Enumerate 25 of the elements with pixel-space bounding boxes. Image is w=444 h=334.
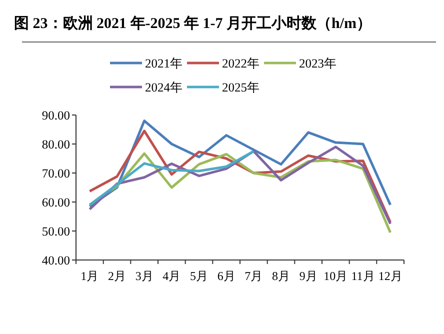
- x-tick-label: 1月: [80, 269, 99, 283]
- y-tick-label: 70.00: [42, 166, 70, 180]
- x-tick-label: 5月: [190, 269, 208, 283]
- y-tick-label: 80.00: [42, 137, 70, 152]
- legend-label: 2024年: [145, 80, 183, 94]
- x-tick-label: 4月: [162, 269, 181, 283]
- x-tick-label: 7月: [244, 269, 263, 283]
- line-series: [88, 150, 255, 206]
- y-tick-label: 50.00: [42, 224, 70, 238]
- y-tick-label: 60.00: [42, 195, 70, 210]
- x-tick-label: 8月: [272, 269, 290, 283]
- legend-label: 2021年: [145, 56, 183, 70]
- legend-label: 2023年: [299, 56, 337, 70]
- legend-label: 2022年: [222, 56, 260, 70]
- x-tick-label: 11月: [351, 269, 375, 283]
- x-tick-label: 9月: [299, 269, 318, 283]
- legend-label: 2025年: [222, 80, 260, 94]
- y-tick-label: 40.00: [42, 253, 70, 268]
- x-tick-label: 3月: [135, 269, 154, 283]
- y-tick-label: 90.00: [42, 108, 70, 122]
- x-tick-label: 6月: [217, 269, 236, 283]
- x-tick-label: 2月: [108, 269, 126, 283]
- x-tick-label: 10月: [324, 269, 348, 283]
- x-tick-label: 12月: [378, 269, 402, 283]
- chart-title: 图 23：欧洲 2021 年-2025 年 1-7 月开工小时数（h/m）: [14, 15, 372, 32]
